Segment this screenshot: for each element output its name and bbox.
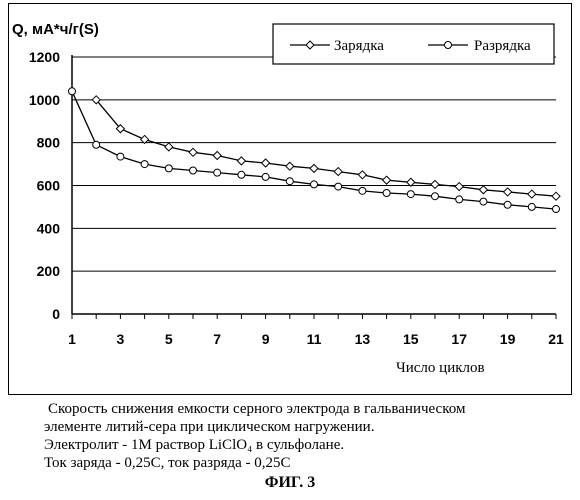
y-tick-label: 400 xyxy=(37,220,61,236)
data-point-discharge xyxy=(456,196,463,203)
data-point-discharge xyxy=(528,203,535,210)
data-point-discharge xyxy=(190,167,197,174)
y-axis-label: Q, мА*ч/г(S) xyxy=(12,21,99,38)
data-point-charge xyxy=(286,162,294,170)
x-tick-label: 17 xyxy=(451,331,467,347)
data-point-discharge xyxy=(141,161,148,168)
x-tick-label: 13 xyxy=(355,331,371,347)
x-tick-label: 1 xyxy=(68,331,76,347)
data-point-charge xyxy=(431,180,439,188)
caption-line: Ток заряда - 0,25С, ток разряда - 0,25С xyxy=(44,454,564,472)
data-point-discharge xyxy=(262,173,269,180)
data-point-charge xyxy=(383,176,391,184)
data-point-charge xyxy=(334,168,342,176)
data-point-discharge xyxy=(117,153,124,160)
legend-label-discharge: Разрядка xyxy=(474,38,531,54)
series xyxy=(69,88,561,213)
data-point-discharge xyxy=(359,187,366,194)
capacity-chart: 02004006008001000120013579111315171921 Q… xyxy=(0,0,580,400)
data-point-discharge xyxy=(93,141,100,148)
x-tick-label: 21 xyxy=(548,331,564,347)
caption-line: Электролит - 1М раствор LiClO₄ в сульфол… xyxy=(44,436,564,454)
data-point-discharge xyxy=(383,189,390,196)
legend-label-charge: Зарядка xyxy=(334,38,384,54)
x-tick-label: 7 xyxy=(213,331,221,347)
data-point-discharge xyxy=(335,183,342,190)
data-point-charge xyxy=(237,157,245,165)
data-point-charge xyxy=(189,148,197,156)
data-point-discharge xyxy=(480,198,487,205)
caption-line: элементе литий-сера при циклическом нагр… xyxy=(44,418,564,436)
y-tick-label: 600 xyxy=(37,178,61,194)
data-point-discharge xyxy=(165,165,172,172)
data-point-charge xyxy=(552,192,560,200)
x-axis-label: Число циклов xyxy=(396,360,485,376)
x-tick-label: 11 xyxy=(307,331,322,347)
caption-line: Скорость снижения емкости серного электр… xyxy=(44,400,564,418)
x-tick-label: 9 xyxy=(262,331,270,347)
data-point-charge xyxy=(479,186,487,194)
data-point-discharge xyxy=(214,169,221,176)
data-point-charge xyxy=(455,183,463,191)
data-point-discharge xyxy=(553,206,560,213)
data-point-charge xyxy=(358,171,366,179)
data-point-discharge xyxy=(238,171,245,178)
data-point-discharge xyxy=(286,178,293,185)
x-tick-label: 15 xyxy=(403,331,419,347)
legend: Зарядка Разрядка xyxy=(273,24,554,64)
figure-caption: Скорость снижения емкости серного электр… xyxy=(44,400,564,472)
data-point-discharge xyxy=(407,191,414,198)
data-point-discharge xyxy=(504,201,511,208)
x-tick-label: 19 xyxy=(500,331,516,347)
data-point-charge xyxy=(213,152,221,160)
data-point-discharge xyxy=(311,181,318,188)
data-point-charge xyxy=(528,190,536,198)
y-tick-label: 0 xyxy=(52,306,60,322)
x-tick-label: 3 xyxy=(117,331,125,347)
legend-marker-discharge xyxy=(445,42,452,49)
y-tick-label: 1000 xyxy=(29,92,60,108)
data-point-charge xyxy=(504,188,512,196)
data-point-charge xyxy=(165,143,173,151)
data-point-charge xyxy=(262,159,270,167)
y-tick-label: 1200 xyxy=(29,49,60,65)
y-tick-label: 800 xyxy=(37,135,61,151)
figure-label: ФИГ. 3 xyxy=(0,474,580,492)
data-point-discharge xyxy=(432,193,439,200)
x-tick-label: 5 xyxy=(165,331,173,347)
data-point-charge xyxy=(310,164,318,172)
data-point-discharge xyxy=(69,88,76,95)
y-tick-label: 200 xyxy=(37,263,61,279)
